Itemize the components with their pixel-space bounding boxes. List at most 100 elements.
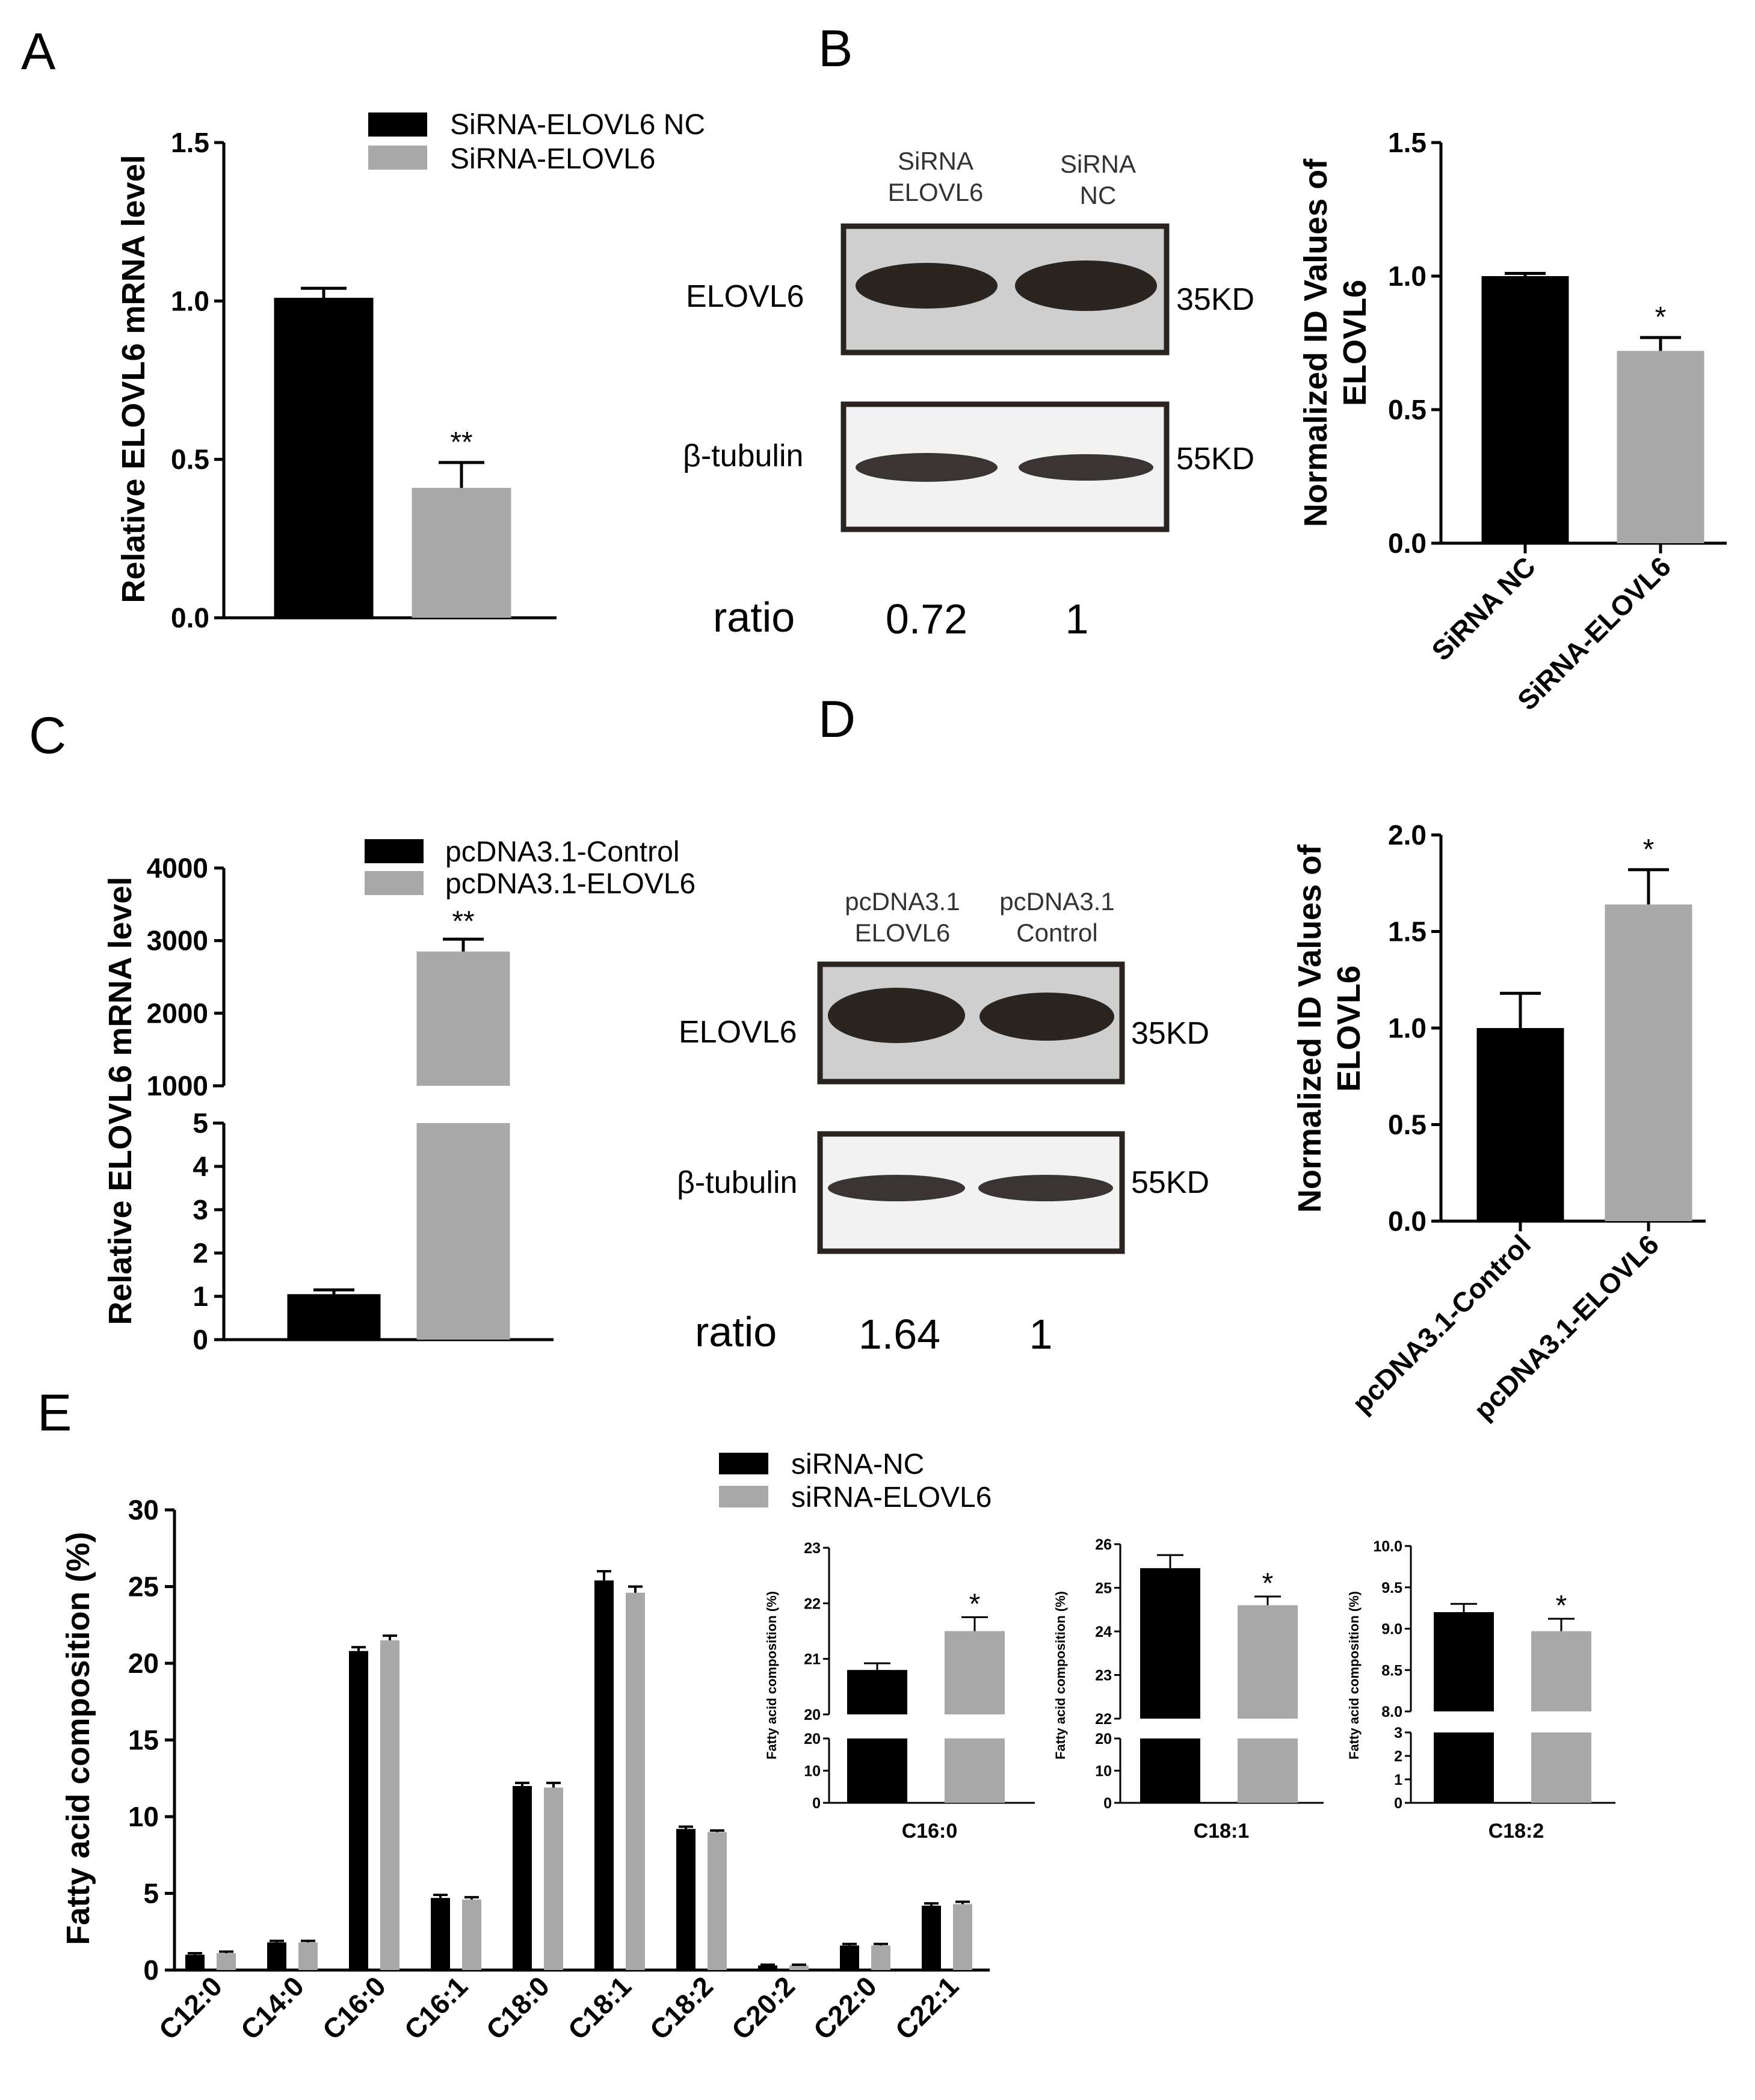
bar-grey [544,1787,563,1970]
ratio-label: ratio [713,594,795,641]
x-tick-label: C20:2 [726,1970,801,2045]
y-axis-title: ELOVL6 [1337,280,1373,406]
significance-mark: ** [450,426,472,458]
western-blot-d: pcDNA3.1 ELOVL6 pcDNA3.1 Control ELOVL6 … [677,887,1209,1358]
x-tick-label: C22:1 [889,1970,964,2045]
panel-letter-b: B [818,20,853,78]
bar-black [676,1829,696,1970]
bar-black [267,1942,286,1970]
inset-y-tick-label: 10 [1095,1763,1112,1780]
inset-y-axis-title: Fatty acid composition (%) [1053,1591,1068,1760]
y-axis-title: Normalized ID Values of [1298,158,1334,527]
significance-mark: * [1655,301,1667,333]
y-tick-label: 1.0 [1388,260,1427,292]
inset-y-tick-label: 1 [1394,1772,1402,1788]
legend-label: siRNA-NC [791,1449,924,1480]
bar-black [513,1786,532,1970]
bar-black [922,1905,941,1970]
lane-label: NC [1080,181,1117,209]
legend-label: SiRNA-ELOVL6 NC [450,109,705,141]
y-tick-label: 1.5 [1388,916,1427,947]
bar-black [840,1945,859,1970]
blot-band [1019,454,1153,481]
lane-label: ELOVL6 [888,178,984,206]
bar-grey [1617,351,1704,543]
blot-row-label: β-tubulin [677,1165,797,1200]
inset-bar-lower [1434,1732,1494,1803]
y-tick-label: 1000 [147,1070,208,1101]
blot-band [828,1175,965,1201]
y-tick-label: 4 [193,1151,208,1182]
legend-label: pcDNA3.1-Control [445,836,679,868]
bar-grey [1605,904,1692,1221]
blot-row-label: ELOVL6 [679,1015,797,1050]
y-tick-label: 15 [128,1725,159,1756]
bar-grey [217,1953,236,1970]
y-tick-label: 0 [143,1954,159,1986]
y-axis-title: ELOVL6 [1331,965,1367,1092]
bar-grey [708,1832,727,1970]
bar-black [349,1651,368,1970]
lane-label: ELOVL6 [855,919,951,947]
x-tick-label: C22:0 [807,1970,883,2045]
legend-label: pcDNA3.1-ELOVL6 [445,868,696,900]
significance-mark: * [1643,834,1655,866]
legend-swatch [719,1453,768,1474]
blot-band [828,988,965,1043]
charts-layer: 0.00.51.01.5**Relative ELOVL6 mRNA level… [60,109,1727,2046]
kd-label: 35KD [1131,1016,1209,1051]
blot-band [978,1175,1113,1201]
lane-label: SiRNA [1060,150,1136,178]
inset-y-tick-label: 9.5 [1381,1580,1402,1597]
blot-band [856,263,998,309]
x-tick-label: C18:2 [644,1970,719,2045]
ratio-value: 1 [1066,596,1089,642]
inset-y-tick-label: 3 [1394,1725,1402,1741]
y-tick-label: 2 [193,1237,208,1269]
inset-title: C16:0 [902,1820,958,1843]
y-tick-label: 0.0 [1388,528,1427,559]
y-axis-title: Normalized ID Values of [1292,844,1328,1213]
inset-y-tick-label: 9.0 [1381,1621,1402,1638]
legend-swatch [719,1486,768,1507]
significance-mark: * [969,1588,981,1620]
y-tick-label: 0.5 [1388,1109,1427,1141]
kd-label: 35KD [1176,282,1254,317]
lane-label: pcDNA3.1 [999,887,1114,916]
y-tick-label: 5 [143,1878,159,1909]
bar-black [594,1580,614,1970]
inset-y-tick-label: 22 [804,1595,821,1612]
bar-grey [380,1640,399,1970]
x-tick-label: C18:0 [480,1970,555,2045]
legend-label: siRNA-ELOVL6 [791,1482,992,1513]
y-tick-label: 0.0 [171,602,209,633]
ratio-label: ratio [695,1308,777,1355]
y-tick-label: 2.0 [1388,819,1427,851]
inset-y-tick-label: 8.5 [1381,1662,1402,1679]
bar-black [274,298,374,618]
bar-grey [871,1945,890,1970]
inset-y-tick-label: 10.0 [1373,1538,1402,1555]
inset-bar-upper [1531,1631,1591,1711]
inset-y-axis-title: Fatty acid composition (%) [764,1591,779,1760]
bar-grey [953,1904,972,1970]
inset-bar-upper [1434,1612,1494,1711]
ratio-value: 1.64 [859,1311,940,1358]
inset-y-axis-title: Fatty acid composition (%) [1346,1591,1362,1760]
y-tick-label: 10 [128,1801,159,1832]
inset-bar-lower [1140,1738,1200,1803]
legend-label: SiRNA-ELOVL6 [450,143,655,175]
bar-grey [298,1942,318,1970]
bar-grey-upper [416,951,510,1086]
y-tick-label: 1.0 [1388,1012,1427,1044]
inset-y-tick-label: 0 [1103,1795,1112,1812]
y-tick-label: 3000 [147,925,208,956]
ratio-value: 0.72 [886,596,967,642]
inset-bar-lower [1238,1738,1298,1803]
bar-black [287,1294,381,1340]
y-tick-label: 25 [128,1571,159,1603]
lane-label: Control [1016,919,1097,947]
inset-bar-lower [945,1738,1005,1803]
bar-grey [412,488,511,618]
